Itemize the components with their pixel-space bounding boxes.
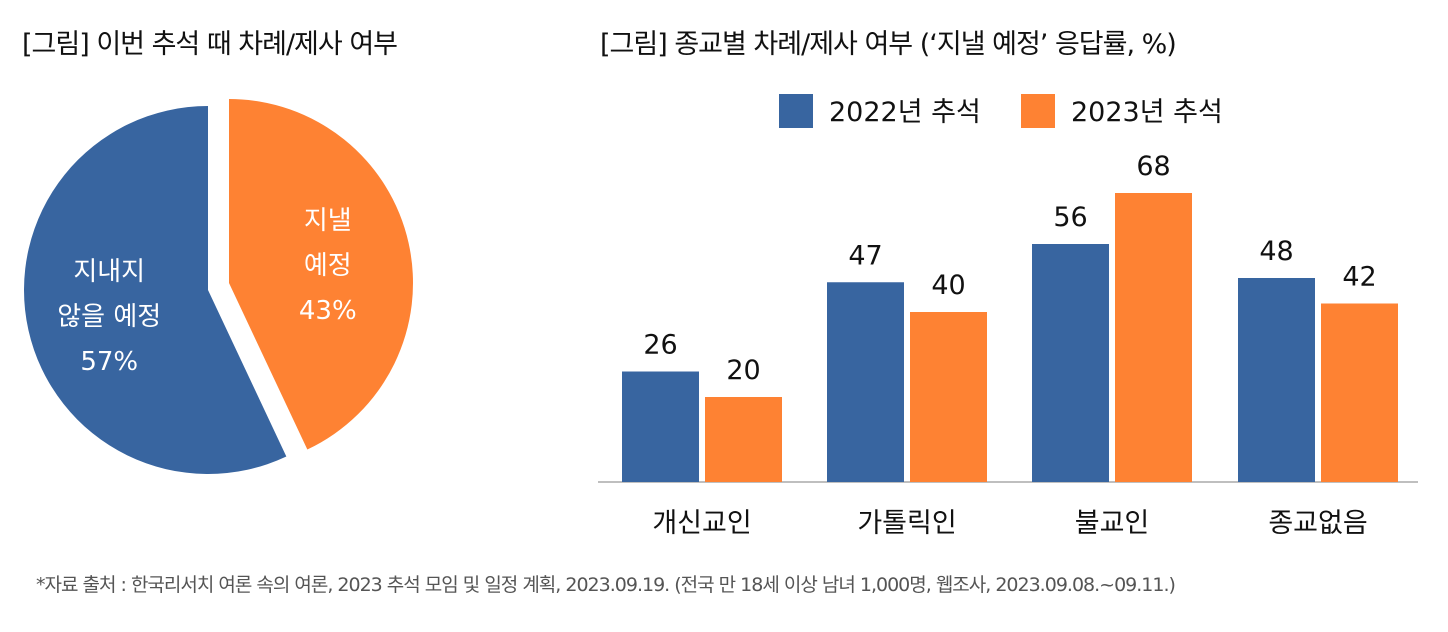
pie-slice (23, 106, 287, 475)
source-footnote: *자료 출처 : 한국리서치 여론 속의 여론, 2023 추석 모임 및 일정… (36, 574, 1176, 596)
bar-value-label: 48 (1259, 236, 1293, 267)
pie-label: 43% (299, 296, 357, 326)
pie-chart-title: [그림] 이번 추석 때 차례/제사 여부 (22, 29, 398, 60)
bar-value-label: 20 (726, 355, 760, 386)
bar (1115, 193, 1192, 482)
bar (1032, 244, 1109, 482)
pie-label: 예정 (304, 251, 352, 281)
pie-label: 지내지 (73, 257, 145, 287)
pie-label: 않을 예정 (57, 302, 161, 332)
bar (910, 312, 987, 482)
category-label: 종교없음 (1268, 508, 1367, 539)
bar (1321, 303, 1398, 482)
pie-label: 57% (80, 347, 138, 377)
bar (827, 282, 904, 482)
bar-value-label: 68 (1136, 151, 1170, 182)
bar-chart-title: [그림] 종교별 차례/제사 여부 (‘지낼 예정’ 응답률, %) (600, 29, 1177, 60)
bar-value-label: 47 (848, 240, 882, 271)
bar-value-label: 42 (1342, 262, 1376, 293)
pie-label: 지낼 (304, 206, 352, 236)
category-label: 가톨릭인 (857, 508, 956, 539)
bar-value-label: 56 (1053, 202, 1087, 233)
legend-label: 2022년 추석 (829, 97, 981, 128)
bar-value-label: 40 (931, 270, 965, 301)
pie-slice (229, 99, 413, 450)
bar (1238, 278, 1315, 482)
category-label: 불교인 (1075, 508, 1150, 539)
legend-swatch (779, 94, 813, 128)
legend-swatch (1021, 94, 1055, 128)
bar-value-label: 26 (643, 330, 677, 361)
bar (705, 397, 782, 482)
bar (622, 371, 699, 482)
category-label: 개신교인 (652, 508, 751, 539)
legend-label: 2023년 추석 (1071, 97, 1223, 128)
